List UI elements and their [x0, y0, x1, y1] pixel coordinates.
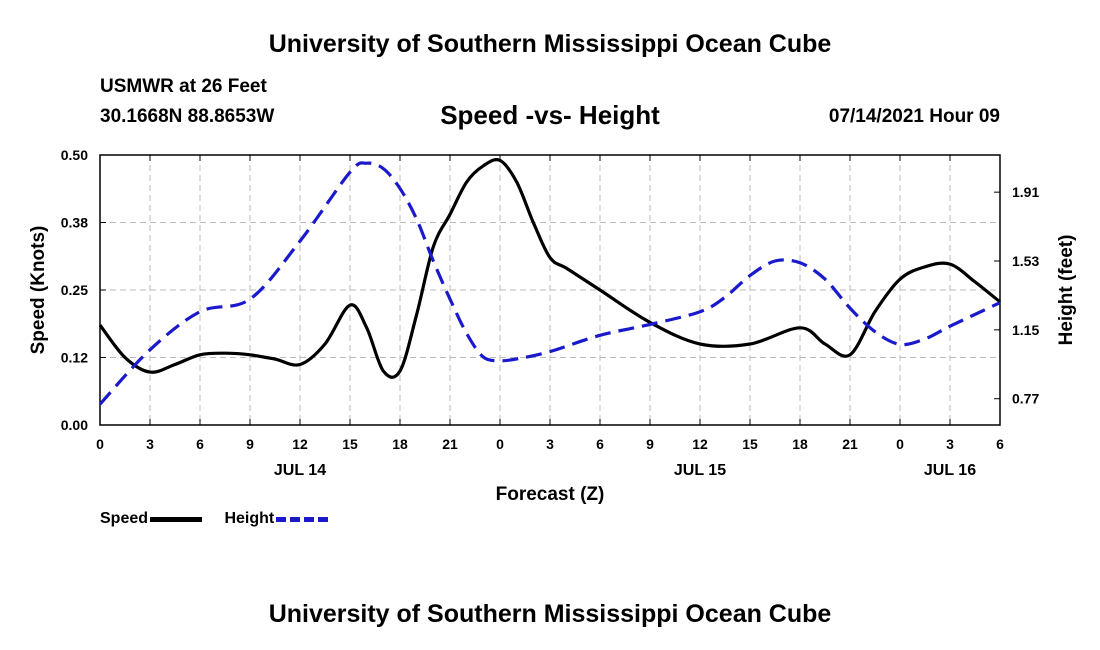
- x-tick-label: 18: [392, 436, 408, 452]
- chart-legend: Speed Height: [100, 510, 346, 528]
- y-tick-label: 0.38: [61, 215, 88, 231]
- x-tick-label: 15: [342, 436, 358, 452]
- y-tick-label: 0.00: [61, 417, 88, 433]
- y-tick-label: 0.50: [61, 147, 88, 163]
- series-line-height: [98, 161, 1001, 406]
- y2-tick-label: 1.15: [1012, 322, 1039, 338]
- x-tick-label: 15: [742, 436, 758, 452]
- date-label: JUL 16: [924, 462, 976, 479]
- x-tick-label: 6: [596, 436, 604, 452]
- y-tick-label: 0.25: [61, 282, 88, 298]
- legend-speed-swatch: [150, 516, 203, 522]
- axis-ticks: [99, 154, 1001, 426]
- bottom-banner-title: University of Southern Mississippi Ocean…: [268, 600, 832, 628]
- x-axis-title: Forecast (Z): [496, 484, 605, 505]
- legend-speed-label: Speed: [100, 510, 149, 527]
- x-tick-label: 21: [842, 436, 858, 452]
- station-coordinates: 30.1668N 88.8653W: [100, 106, 275, 127]
- x-tick-label: 6: [996, 436, 1004, 452]
- station-label: USMWR at 26 Feet: [100, 76, 267, 97]
- top-banner-title: University of Southern Mississippi Ocean…: [268, 30, 832, 58]
- chart-title: Speed -vs- Height: [440, 100, 660, 130]
- x-tick-label: 6: [196, 436, 204, 452]
- x-tick-label: 3: [946, 436, 954, 452]
- x-tick-label: 0: [496, 436, 504, 452]
- y-axis-title: Speed (Knots): [28, 226, 49, 355]
- y2-axis-title: Height (feet): [1056, 235, 1077, 346]
- x-tick-label: 21: [442, 436, 458, 452]
- x-tick-label: 9: [246, 436, 254, 452]
- date-label: JUL 14: [274, 462, 326, 479]
- date-label: JUL 15: [674, 462, 726, 479]
- legend-item-height: Height: [224, 510, 329, 528]
- y2-tick-label: 1.91: [1012, 184, 1039, 200]
- chart-grid: [100, 155, 1000, 425]
- x-tick-label: 12: [292, 436, 308, 452]
- x-tick-label: 12: [692, 436, 708, 452]
- forecast-datetime: 07/14/2021 Hour 09: [828, 106, 1000, 127]
- x-tick-label: 3: [146, 436, 154, 452]
- axis-labels: 0 3 6 9 12 15 18 21 0 3 6 9 12 15 18 21 0 3 6 0.00 0.12 0.25 0…: [28, 147, 1077, 505]
- x-tick-label: 9: [646, 436, 654, 452]
- data-series: [98, 158, 1001, 406]
- legend-item-speed: Speed: [100, 510, 203, 528]
- series-line-speed: [98, 158, 1001, 379]
- speed-height-chart: 0 3 6 9 12 15 18 21 0 3 6 9 12 15 18 21 0 3 6 0.00 0.12 0.25 0…: [28, 147, 1077, 505]
- legend-height-label: Height: [224, 510, 275, 527]
- x-tick-label: 0: [96, 436, 104, 452]
- y-tick-label: 0.12: [61, 350, 88, 366]
- y2-tick-label: 1.53: [1012, 253, 1039, 269]
- x-tick-label: 3: [546, 436, 554, 452]
- x-tick-label: 0: [896, 436, 904, 452]
- y2-tick-label: 0.77: [1012, 391, 1039, 407]
- x-tick-label: 18: [792, 436, 808, 452]
- legend-height-swatch: [276, 516, 329, 522]
